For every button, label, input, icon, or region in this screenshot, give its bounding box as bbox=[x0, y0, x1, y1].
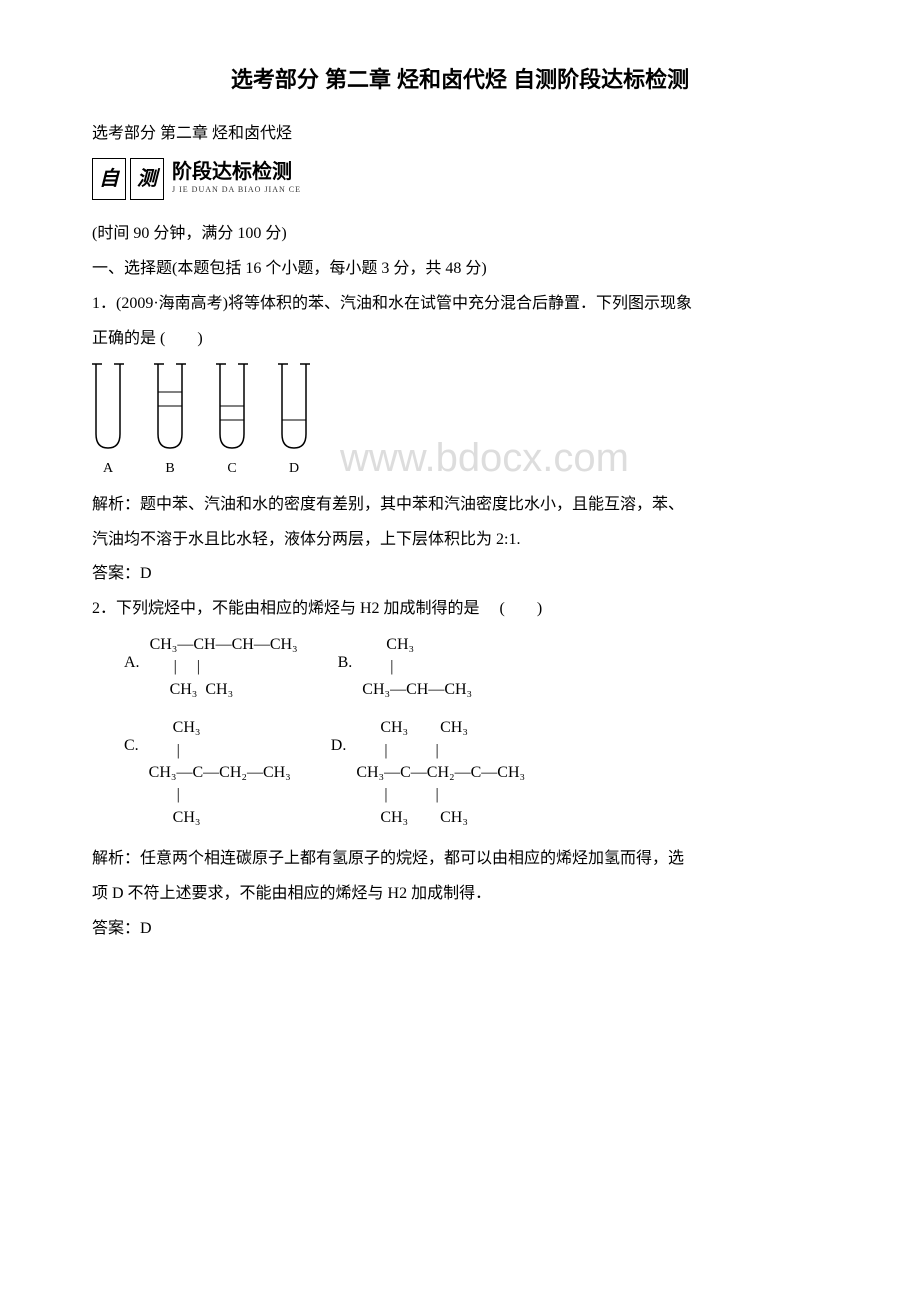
subtitle: 选考部分 第二章 烃和卤代烃 bbox=[60, 120, 860, 149]
self-test-pinyin: J IE DUAN DA BIAO JIAN CE bbox=[172, 183, 301, 197]
section-heading: 一、选择题(本题包括 16 个小题，每小题 3 分，共 48 分) bbox=[60, 255, 860, 284]
option-label: D. bbox=[331, 717, 347, 757]
option-d: D. CH₃ CH₃ | | CH₃—C—CH₂—C—CH₃ | | CH₃ C… bbox=[331, 717, 525, 829]
chemical-structure: CH₃—CH—CH—CH₃ | | CH₃ CH₃ bbox=[150, 634, 298, 701]
tube-label: C bbox=[227, 456, 236, 481]
option-c: C. CH₃ | CH₃—C—CH₂—CH₃ | CH₃ bbox=[124, 717, 291, 829]
chemical-structure: CH₃ CH₃ | | CH₃—C—CH₂—C—CH₃ | | CH₃ CH₃ bbox=[356, 717, 525, 829]
page-title: 选考部分 第二章 烃和卤代烃 自测阶段达标检测 bbox=[60, 60, 860, 100]
q2-stem: 2．下列烷烃中，不能由相应的烯烃与 H2 加成制得的是 ( ) bbox=[60, 595, 860, 624]
option-label: B. bbox=[338, 634, 353, 674]
q1-explain-b: 汽油均不溶于水且比水轻，液体分两层，上下层体积比为 2:1. bbox=[60, 526, 860, 555]
q2-explain-b: 项 D 不符上述要求，不能由相应的烯烃与 H2 加成制得． bbox=[60, 880, 860, 909]
time-info: (时间 90 分钟，满分 100 分) bbox=[60, 220, 860, 249]
tube-label: D bbox=[289, 456, 299, 481]
test-tube-diagram: A B C bbox=[92, 362, 860, 481]
option-a: A. CH₃—CH—CH—CH₃ | | CH₃ CH₃ bbox=[124, 634, 298, 701]
option-label: C. bbox=[124, 717, 139, 757]
test-tube-d-icon bbox=[278, 362, 310, 452]
q1-stem-a: 1．(2009·海南高考)将等体积的苯、汽油和水在试管中充分混合后静置．下列图示… bbox=[60, 290, 860, 319]
self-test-char: 自 bbox=[92, 158, 126, 200]
chemical-structure: CH₃ | CH₃—C—CH₂—CH₃ | CH₃ bbox=[149, 717, 291, 829]
self-test-badge: 自 测 阶段达标检测 J IE DUAN DA BIAO JIAN CE bbox=[92, 158, 860, 200]
chemical-structure: CH₃ | CH₃—CH—CH₃ bbox=[362, 634, 472, 701]
self-test-char: 测 bbox=[130, 158, 164, 200]
option-label: A. bbox=[124, 634, 140, 674]
test-tube-c-icon bbox=[216, 362, 248, 452]
q1-answer: 答案：D bbox=[60, 560, 860, 589]
tube-label: B bbox=[165, 456, 174, 481]
test-tube-b-icon bbox=[154, 362, 186, 452]
q2-answer: 答案：D bbox=[60, 915, 860, 944]
q1-stem-b: 正确的是 ( ) bbox=[60, 325, 860, 354]
option-b: B. CH₃ | CH₃—CH—CH₃ bbox=[338, 634, 473, 701]
self-test-script: 阶段达标检测 bbox=[172, 161, 301, 183]
q2-explain-a: 解析：任意两个相连碳原子上都有氢原子的烷烃，都可以由相应的烯烃加氢而得，选 bbox=[60, 845, 860, 874]
tube-label: A bbox=[103, 456, 113, 481]
test-tube-a-icon bbox=[92, 362, 124, 452]
q1-explain-a: 解析：题中苯、汽油和水的密度有差别，其中苯和汽油密度比水小，且能互溶，苯、 bbox=[60, 491, 860, 520]
q2-options: A. CH₃—CH—CH—CH₃ | | CH₃ CH₃ B. CH₃ | CH… bbox=[124, 634, 860, 829]
